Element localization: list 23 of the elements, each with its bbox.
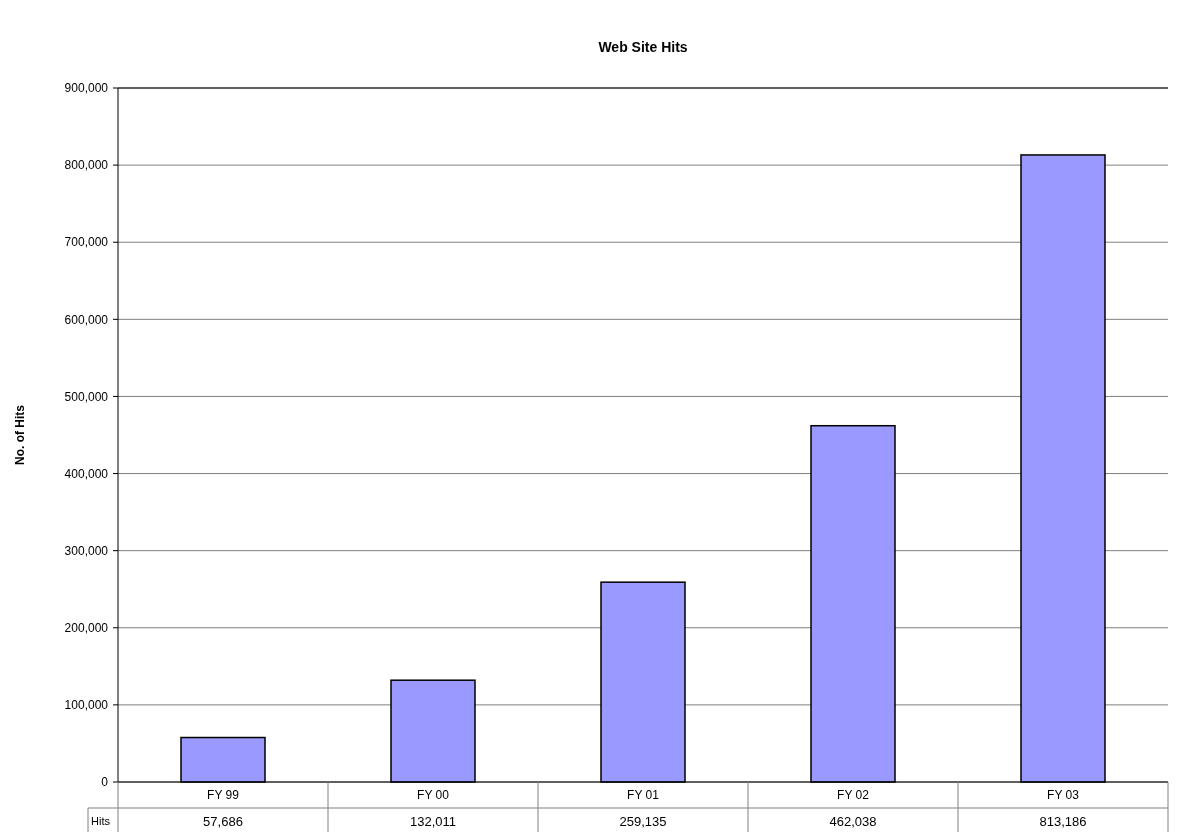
data-label: 259,135 xyxy=(619,813,667,829)
x-tick-label: FY 02 xyxy=(837,788,870,803)
text: Hits xyxy=(91,814,111,827)
y-tick-label: 100,000 xyxy=(64,698,109,713)
y-tick-label: 700,000 xyxy=(64,235,109,250)
data-label: 813,186 xyxy=(1039,813,1087,829)
data-label: 132,011 xyxy=(409,813,457,829)
y-tick-label: 200,000 xyxy=(64,620,109,635)
x-tick-label: FY 00 xyxy=(417,788,450,803)
x-tick-label: FY 99 xyxy=(207,788,240,803)
y-tick-label: 0 xyxy=(101,775,109,790)
data-label: 57,686 xyxy=(203,813,243,829)
y-tick-label: 600,000 xyxy=(64,312,109,327)
data-label: 462,038 xyxy=(829,813,877,829)
y-tick-label: 400,000 xyxy=(64,466,109,481)
y-tick-label: 300,000 xyxy=(64,543,109,558)
chart-title: Web Site Hits xyxy=(598,39,688,55)
y-tick-label: 900,000 xyxy=(64,81,109,96)
y-tick-label: 500,000 xyxy=(64,389,109,404)
y-tick-label: 800,000 xyxy=(64,158,109,173)
x-tick-label: FY 01 xyxy=(627,788,660,803)
y-axis-title: No. of Hits xyxy=(13,404,27,465)
x-tick-label: FY 03 xyxy=(1047,788,1080,803)
